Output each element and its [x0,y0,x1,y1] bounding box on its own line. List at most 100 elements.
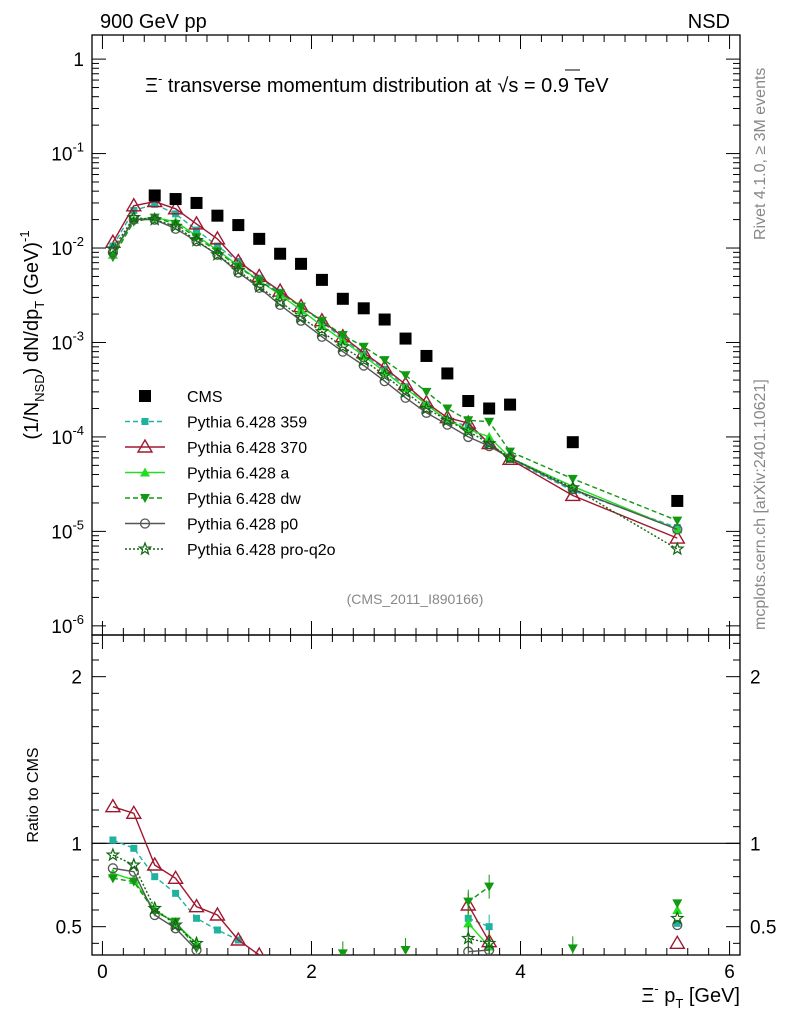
data-point [337,346,348,357]
legend-marker [140,467,150,477]
data-point [210,246,225,261]
data-point [421,407,432,418]
ratio-point [126,857,142,872]
legend-label: Pythia 6.428 p0 [187,517,298,534]
legend-label: Pythia 6.428 pro-q2o [187,542,336,559]
data-point [296,302,307,312]
legend-marker [139,390,151,402]
legend-entry-cms: CMS [139,389,223,406]
data-point [147,211,163,226]
data-point [335,339,351,354]
ratio-point [170,917,181,927]
data-point [358,342,369,352]
data-point [463,416,474,426]
data-point [564,487,581,502]
data-point [567,484,578,495]
data-point [209,230,226,245]
title-xi: Ξ [145,75,158,97]
ratio-point [151,873,159,881]
ratio-series-pythia-6-428-370 [104,798,686,955]
data-point [357,302,370,315]
data-point [379,356,390,366]
ratio-y-tick-label-left: 0.5 [56,918,82,939]
ratio-point [109,836,117,844]
data-point [378,313,391,326]
data-point [672,516,683,526]
ratio-point [105,847,121,862]
ratio-point [337,949,348,955]
ratio-point [193,914,201,922]
ratio-y-tick-label-right: 0.5 [750,918,776,939]
legend-label: Pythia 6.428 a [187,466,289,483]
data-point [462,395,475,408]
x-tick-label: 0 [97,962,108,983]
title-energy: = 0.9 TeV [518,75,609,97]
legend-entry-pythia-6-428-a: Pythia 6.428 a [125,466,289,483]
data-point [483,402,496,415]
y-tick-label: 10-2 [51,234,84,260]
ratio-point [107,863,119,874]
data-point [193,226,201,234]
ratio-point [669,934,686,950]
data-point [167,200,184,215]
data-point [272,293,288,308]
data-point [126,209,142,224]
data-point [565,479,581,495]
data-point [189,232,204,247]
header-left: 900 GeV pp [100,11,207,33]
data-point [274,247,287,260]
data-point [671,494,684,507]
analysis-tag: (CMS_2011_I890166) [347,591,484,607]
series-cms [148,189,684,507]
ratio-point [230,931,247,946]
data-point [316,316,327,326]
series-pythia-6-428-pro-q2o [105,209,685,556]
data-point [254,282,265,293]
data-point [481,435,497,450]
main-y-tick-labels: 10-6 10-5 10-4 10-3 10-2 10-1 1 [51,50,84,638]
data-point [253,232,266,245]
data-point [669,541,685,556]
data-point [188,215,205,230]
data-point [398,384,413,399]
ratio-point [128,877,139,887]
y-tick-label: 10-1 [51,140,84,166]
legend-entry-pythia-6-428-359: Pythia 6.428 359 [125,415,307,432]
ratio-point [484,882,495,892]
data-point [420,349,433,362]
legend-marker [140,494,150,503]
ratio-line [112,806,260,955]
data-point [484,417,495,427]
data-point [421,387,432,397]
legend-entry-pythia-6-428-dw: Pythia 6.428 dw [125,491,301,508]
ratio-clip-group [104,798,686,955]
data-point [672,524,683,535]
header-right: NSD [688,11,730,33]
ratio-point [130,844,138,852]
ratio-y-tick-label-left: 2 [71,668,82,689]
ratio-line [467,904,490,943]
ratio-point [147,900,163,915]
data-point [191,236,202,247]
title-sqrt-symbol: √ [497,75,508,97]
data-point [400,371,411,381]
data-point [274,299,286,311]
ratio-point [567,944,578,954]
data-point [442,419,453,430]
series-line [112,216,678,531]
ratio-point [170,923,181,934]
data-point [251,278,267,293]
data-point [293,309,309,324]
ratio-point [669,910,685,925]
chart-title: Ξ- transverse momentum distribution at √s… [145,71,609,97]
side-label-mcplots: mcplots.cern.ch [arXiv:2401.10621] [752,379,769,630]
data-point [441,367,454,380]
data-point [356,352,372,367]
data-point [190,196,203,209]
legend-entry-pythia-6-428-370: Pythia 6.428 370 [125,438,307,457]
ratio-point [107,874,118,884]
ratio-point [209,906,226,921]
main-panel: 10-6 10-5 10-4 10-3 10-2 10-1 1 Ξ- transverse … [17,34,741,638]
title-sqrt-arg: s [508,75,518,97]
ratio-point [188,898,205,913]
